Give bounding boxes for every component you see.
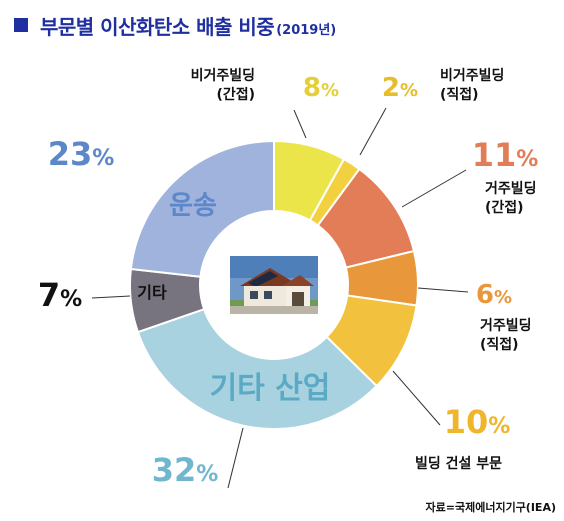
source-note: 자료=국제에너지기구(IEA) (425, 501, 556, 514)
leader-line (227, 427, 244, 489)
leader-line (417, 287, 469, 293)
category-label: 거주빌딩 (직접) (480, 317, 532, 353)
value-label: 23% (48, 135, 115, 173)
category-label: 비거주빌딩 (직접) (440, 67, 504, 103)
value-label: 7% (38, 276, 82, 314)
leader-line (401, 169, 467, 208)
chart-title: 부문별 이산화탄소 배출 비중 (2019년) (14, 8, 336, 42)
category-label: 운송 (169, 191, 217, 221)
value-label: 6% (476, 280, 512, 310)
category-label: 기타 (137, 283, 167, 302)
leader-line (91, 295, 131, 299)
value-label: 32% (152, 451, 219, 489)
title-year: (2019년) (276, 22, 337, 38)
title-text: 부문별 이산화탄소 배출 비중 (40, 14, 275, 39)
category-label: 빌딩 건설 부문 (415, 455, 502, 472)
value-label: 8% (303, 73, 339, 103)
value-label: 2% (382, 73, 418, 103)
leader-line (293, 109, 307, 139)
donut-slice (129, 139, 275, 278)
value-label: 11% (472, 136, 539, 174)
value-label: 10% (444, 403, 511, 441)
category-label: 비거주빌딩 (간접) (191, 67, 255, 103)
leader-line (359, 107, 387, 156)
title-bullet-icon (14, 18, 28, 32)
leader-line (392, 370, 441, 426)
house-image (230, 256, 318, 314)
category-label: 거주빌딩 (간접) (485, 180, 537, 216)
donut-slice (136, 307, 379, 430)
category-label: 기타 산업 (210, 371, 331, 406)
